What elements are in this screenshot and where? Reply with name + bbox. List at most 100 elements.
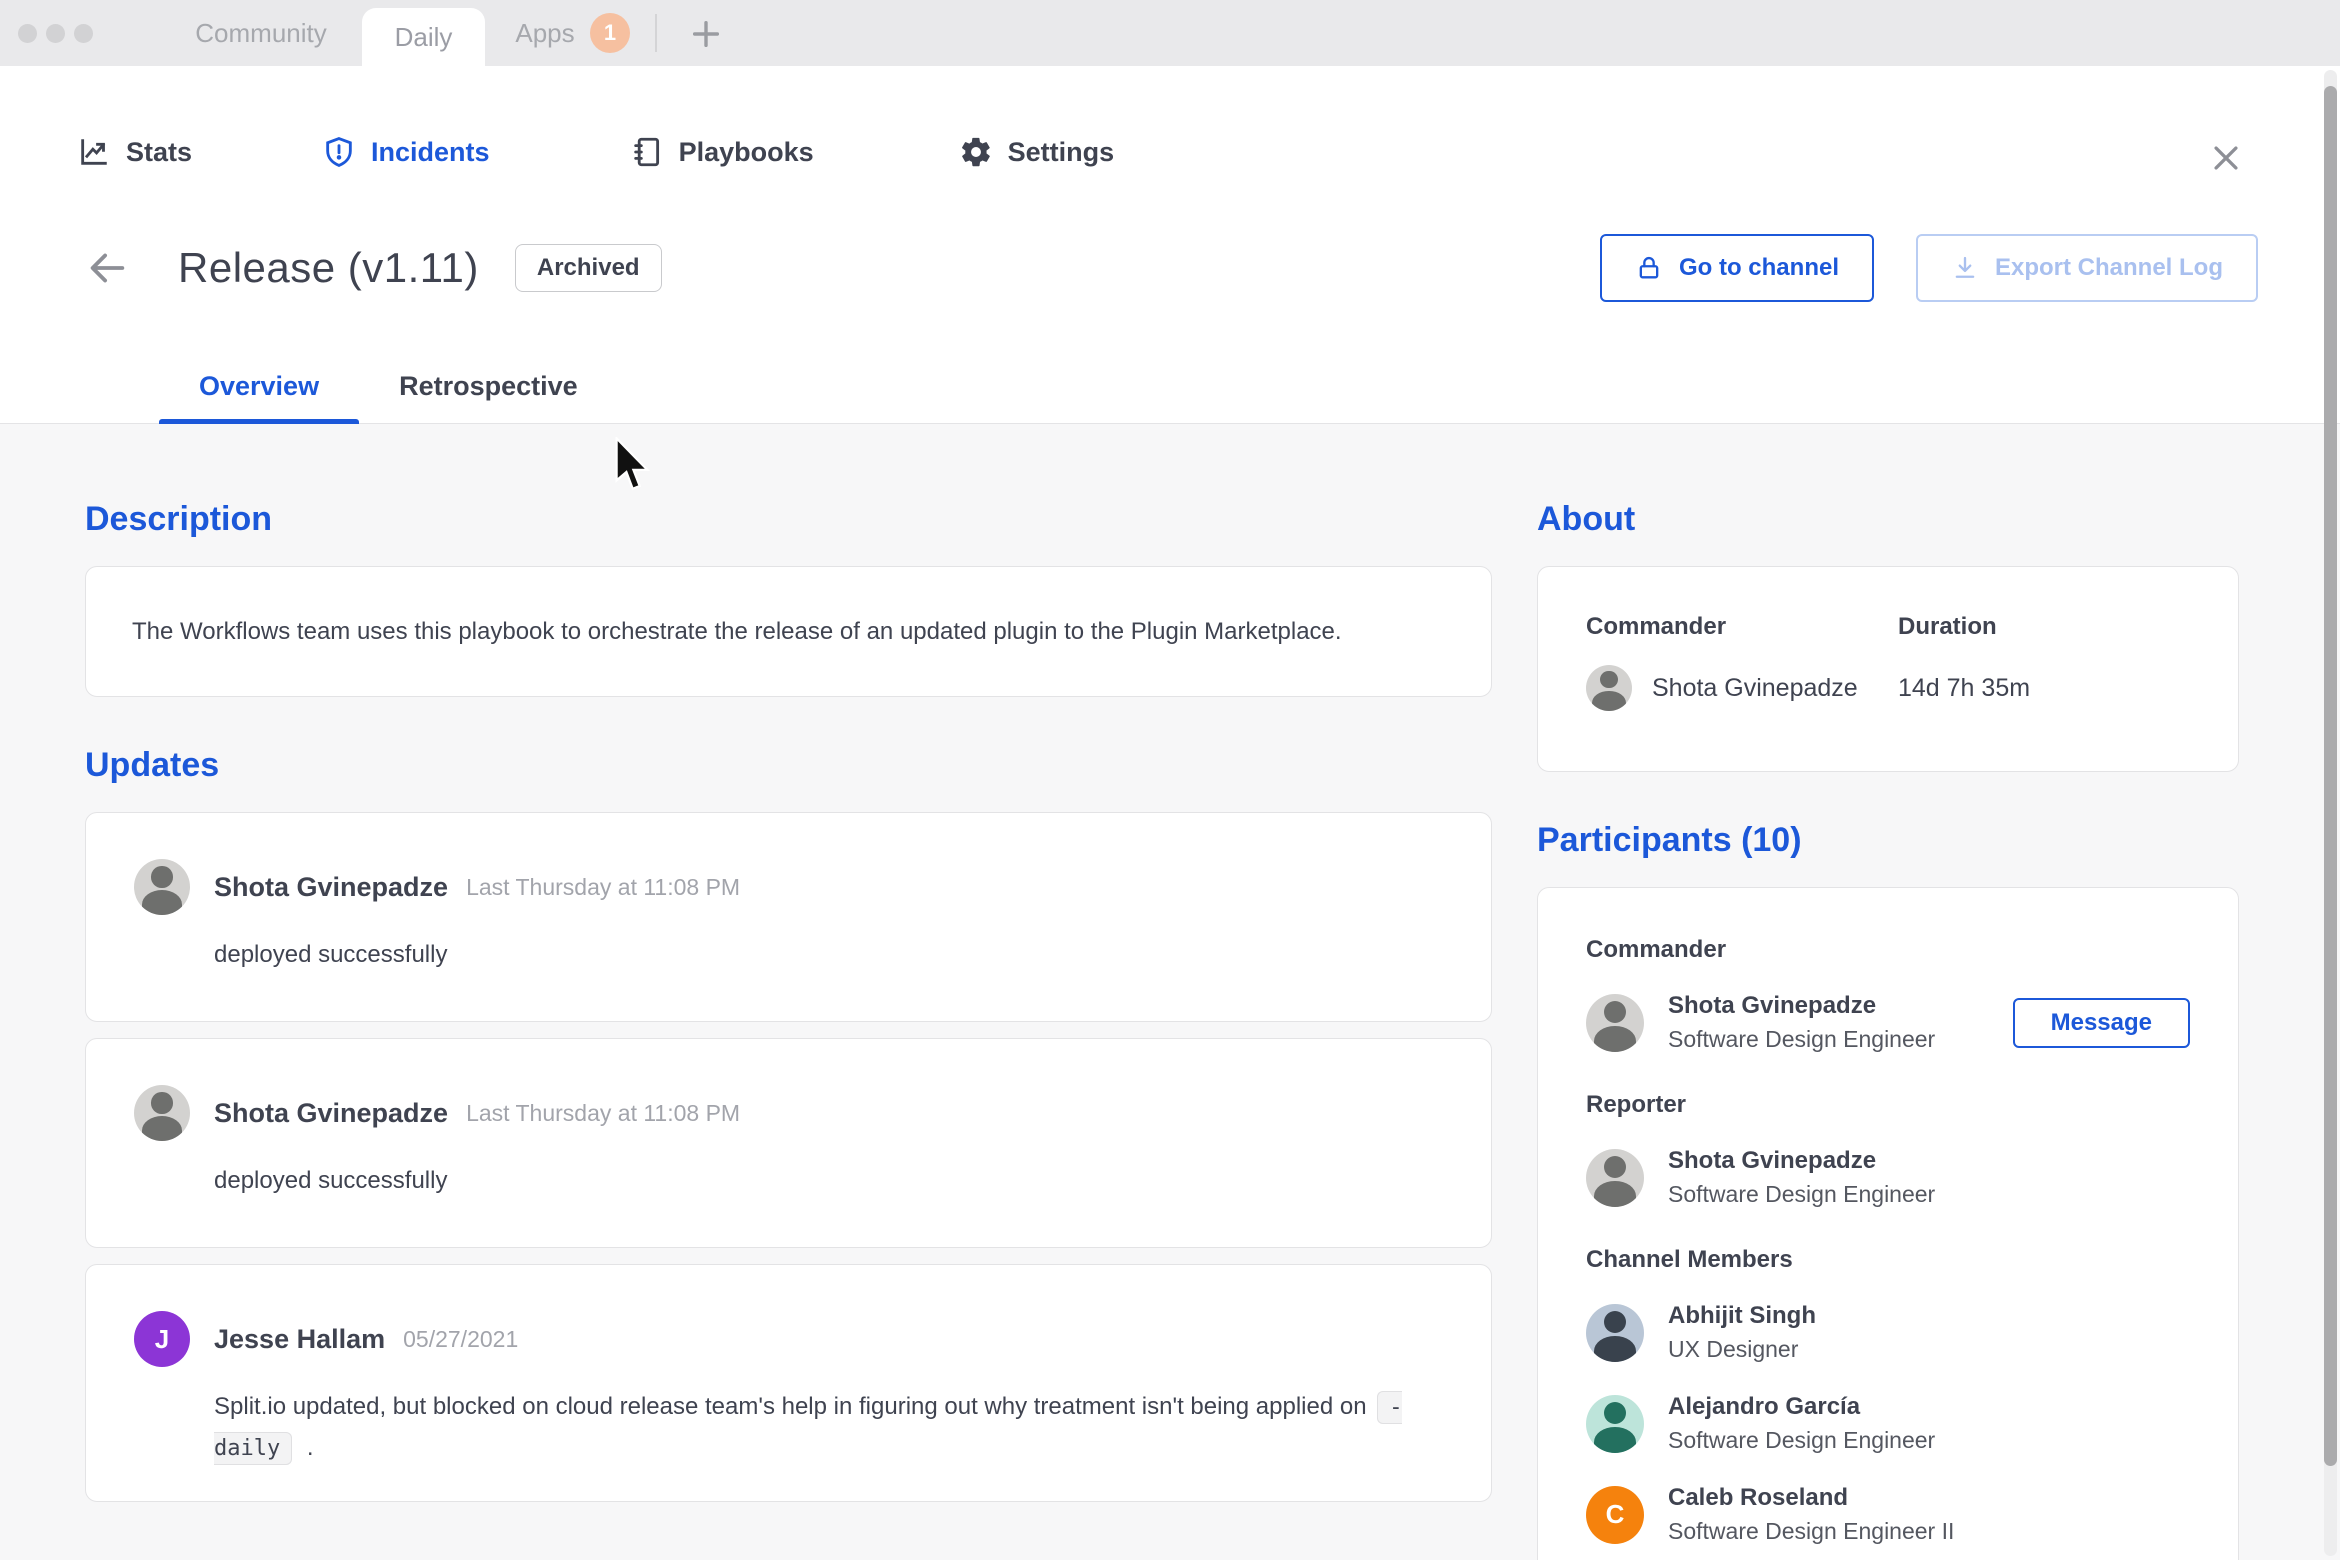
download-icon	[1955, 256, 1975, 278]
shield-alert-icon	[326, 137, 352, 167]
commander-label: Commander	[1586, 613, 1727, 640]
avatar[interactable]	[1586, 665, 1632, 711]
go-to-channel-button[interactable]: Go to channel	[1599, 234, 1874, 302]
page-title-row: Release (v1.11) Archived Go to channel E…	[82, 222, 2258, 314]
participant-name[interactable]: Caleb Roseland	[1668, 1484, 1849, 1511]
update-author: Jesse Hallam	[214, 1323, 386, 1354]
arrow-left-icon	[90, 253, 125, 283]
description-text: The Workflows team uses this playbook to…	[132, 618, 1342, 645]
participant-role: Software Design Engineer II	[1668, 1518, 1955, 1544]
update-header: Shota Gvinepadze Last Thursday at 11:08 …	[134, 859, 1443, 915]
participant-name[interactable]: Abhijit Singh	[1668, 1302, 1816, 1329]
nav-item-label: Settings	[1007, 136, 1115, 167]
update-card: Shota Gvinepadze Last Thursday at 11:08 …	[85, 812, 1492, 1022]
avatar[interactable]	[1586, 1148, 1644, 1207]
window-controls	[18, 24, 93, 43]
participant-role: Software Design Engineer	[1668, 1427, 1936, 1453]
updates-heading: Updates	[85, 746, 220, 784]
update-card: Shota Gvinepadze Last Thursday at 11:08 …	[85, 1038, 1492, 1248]
updates-section: Updates Shota Gvinepadze Last Thursday a…	[85, 745, 1492, 1502]
description-heading: Description	[85, 500, 273, 538]
lock-icon	[1639, 256, 1659, 279]
participants-heading: Participants (10)	[1537, 821, 1802, 859]
back-button[interactable]	[82, 243, 132, 293]
participant-info: Shota Gvinepadze Software Design Enginee…	[1668, 990, 1935, 1055]
nav-item-incidents[interactable]: Incidents	[322, 135, 490, 169]
tab-overview[interactable]: Overview	[159, 349, 360, 424]
update-author: Shota Gvinepadze	[214, 871, 449, 902]
status-badge: Archived	[514, 244, 662, 292]
nav-item-label: Incidents	[371, 136, 490, 167]
participant-role: UX Designer	[1668, 1336, 1799, 1362]
participants-card: Commander Shota Gvinepadze Software Desi…	[1537, 887, 2239, 1560]
main-navigation: Stats Incidents Playbooks Settings	[77, 122, 1114, 182]
participant-info: Caleb Roseland Software Design Engineer …	[1668, 1482, 1954, 1547]
browser-tab-community[interactable]: Community	[195, 17, 327, 48]
duration-label: Duration	[1898, 613, 1997, 640]
member-row: Alejandro García Software Design Enginee…	[1586, 1391, 2190, 1456]
update-author: Shota Gvinepadze	[214, 1097, 449, 1128]
export-channel-log-label: Export Channel Log	[1995, 254, 2223, 281]
participant-role: Software Design Engineer	[1668, 1026, 1936, 1052]
browser-tab-daily[interactable]: Daily	[362, 8, 485, 66]
window-close-button[interactable]	[18, 24, 37, 43]
browser-tab-bar: Community Daily Apps 1	[0, 0, 2340, 66]
duration-value: 14d 7h 35m	[1898, 674, 2031, 702]
new-tab-button[interactable]	[686, 14, 726, 54]
participant-name[interactable]: Shota Gvinepadze	[1668, 1147, 1877, 1174]
channel-members-label: Channel Members	[1586, 1246, 1793, 1273]
close-panel-button[interactable]	[2206, 138, 2246, 178]
participant-role: Software Design Engineer	[1668, 1181, 1936, 1207]
go-to-channel-label: Go to channel	[1678, 254, 1839, 281]
participant-info: Abhijit Singh UX Designer	[1668, 1300, 1816, 1365]
app-header: Stats Incidents Playbooks Settings	[0, 66, 2340, 424]
avatar: J	[134, 1311, 190, 1367]
avatar	[134, 1085, 190, 1141]
nav-item-stats[interactable]: Stats	[77, 135, 192, 169]
participant-name[interactable]: Alejandro García	[1668, 1393, 1861, 1420]
scrollbar-thumb[interactable]	[2324, 86, 2337, 1466]
avatar[interactable]	[1586, 1394, 1644, 1453]
gear-icon	[961, 137, 990, 167]
update-message: deployed successfully	[214, 1167, 448, 1194]
about-commander-column: Commander Shota Gvinepadze	[1586, 613, 1898, 711]
participant-row: Shota Gvinepadze Software Design Enginee…	[1586, 1145, 2190, 1210]
notebook-icon	[633, 137, 659, 167]
page-title: Release (v1.11)	[178, 244, 479, 291]
about-heading: About	[1537, 500, 1636, 538]
update-timestamp: 05/27/2021	[403, 1325, 519, 1352]
update-message: Split.io updated, but blocked on cloud r…	[214, 1387, 1443, 1469]
participants-commander-label: Commander	[1586, 936, 1727, 963]
content-area: Description The Workflows team uses this…	[0, 425, 2340, 1560]
member-row: C Caleb Roseland Software Design Enginee…	[1586, 1482, 2190, 1547]
window-minimize-button[interactable]	[46, 24, 65, 43]
about-grid: Commander Shota Gvinepadze Duration 14d …	[1586, 613, 2190, 711]
commander-name[interactable]: Shota Gvinepadze	[1652, 673, 1858, 702]
commander-value: Shota Gvinepadze	[1586, 665, 1898, 711]
about-card: Commander Shota Gvinepadze Duration 14d …	[1537, 566, 2239, 772]
participant-info: Alejandro García Software Design Enginee…	[1668, 1391, 1935, 1456]
avatar[interactable]	[1586, 993, 1644, 1052]
close-icon	[2214, 146, 2238, 170]
nav-item-playbooks[interactable]: Playbooks	[630, 135, 814, 169]
participants-section: Participants (10) Commander Shota Gvinep…	[1537, 820, 2239, 1560]
member-row: Abhijit Singh UX Designer	[1586, 1300, 2190, 1365]
window-zoom-button[interactable]	[74, 24, 93, 43]
avatar[interactable]	[1586, 1303, 1644, 1362]
update-timestamp: Last Thursday at 11:08 PM	[466, 873, 741, 900]
left-column: Description The Workflows team uses this…	[85, 499, 1492, 1560]
nav-item-settings[interactable]: Settings	[959, 135, 1115, 169]
update-message-text: Split.io updated, but blocked on cloud r…	[214, 1393, 1367, 1420]
tab-retrospective[interactable]: Retrospective	[399, 370, 578, 401]
tab-separator	[655, 14, 657, 52]
browser-tab-apps[interactable]: Apps	[515, 17, 575, 48]
message-button[interactable]: Message	[2012, 997, 2190, 1048]
page-tabs: Overview Retrospective	[159, 349, 618, 424]
avatar	[134, 859, 190, 915]
participant-name[interactable]: Shota Gvinepadze	[1668, 992, 1877, 1019]
participant-info: Shota Gvinepadze Software Design Enginee…	[1668, 1145, 1935, 1210]
export-channel-log-button[interactable]: Export Channel Log	[1916, 234, 2258, 302]
nav-item-label: Playbooks	[678, 136, 814, 167]
avatar[interactable]: C	[1586, 1485, 1644, 1544]
update-timestamp: Last Thursday at 11:08 PM	[466, 1099, 741, 1126]
